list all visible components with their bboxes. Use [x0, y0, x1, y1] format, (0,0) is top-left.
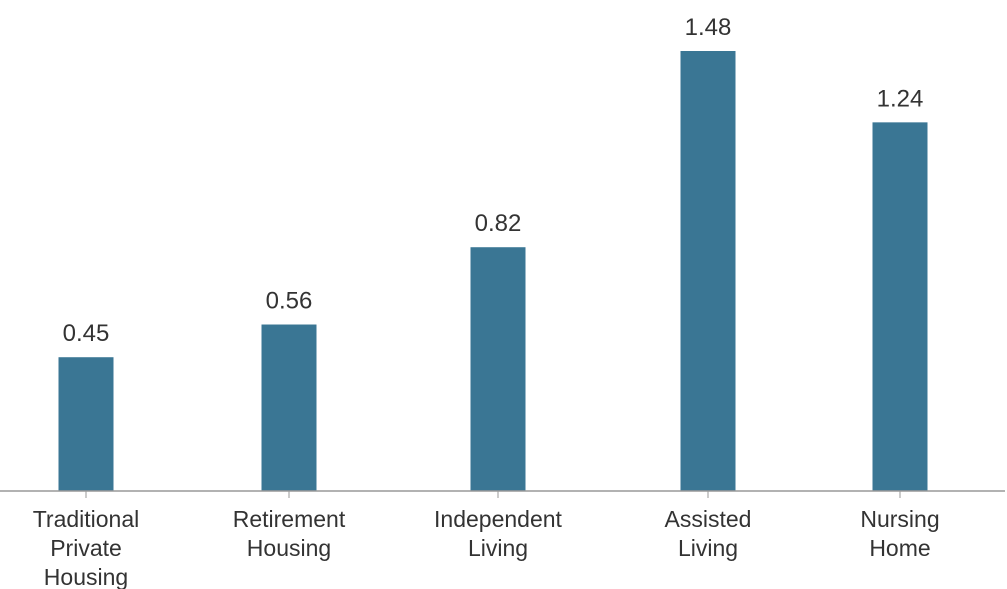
x-tick-labels-group: Traditional Private Housing Retirement Housi…	[33, 506, 940, 589]
x-tick-label-line: Retirement	[233, 506, 346, 532]
bar-4	[872, 122, 928, 491]
x-tick-label-line: Housing	[44, 564, 128, 589]
value-label-4: 1.24	[877, 85, 924, 112]
x-tick-label-3: Assisted Living	[665, 506, 752, 561]
x-ticks-group	[85, 491, 901, 498]
x-tick-label-line: Private	[50, 535, 122, 561]
value-label-2: 0.82	[475, 210, 522, 237]
x-tick-label-line: Living	[678, 535, 738, 561]
x-tick-label-line: Home	[869, 535, 930, 561]
value-label-3: 1.48	[685, 14, 732, 41]
bars-group	[58, 51, 928, 491]
x-tick-label-1: Retirement Housing	[233, 506, 346, 561]
x-tick-label-line: Living	[468, 535, 528, 561]
x-tick-label-0: Traditional Private Housing	[33, 506, 140, 589]
x-tick-label-line: Traditional	[33, 506, 140, 532]
x-tick-label-line: Nursing	[860, 506, 939, 532]
value-labels-group: 0.45 0.56 0.82 1.48 1.24	[63, 14, 924, 347]
x-tick-label-2: Independent Living	[434, 506, 563, 561]
value-label-0: 0.45	[63, 320, 110, 347]
bar-1	[261, 324, 317, 491]
bar-3	[680, 51, 736, 491]
bar-0	[58, 357, 114, 491]
x-tick-label-4: Nursing Home	[860, 506, 939, 561]
bar-2	[470, 247, 526, 491]
x-tick-label-line: Assisted	[665, 506, 752, 532]
value-label-1: 0.56	[266, 288, 313, 315]
x-tick-label-line: Housing	[247, 535, 331, 561]
x-tick-label-line: Independent	[434, 506, 563, 532]
